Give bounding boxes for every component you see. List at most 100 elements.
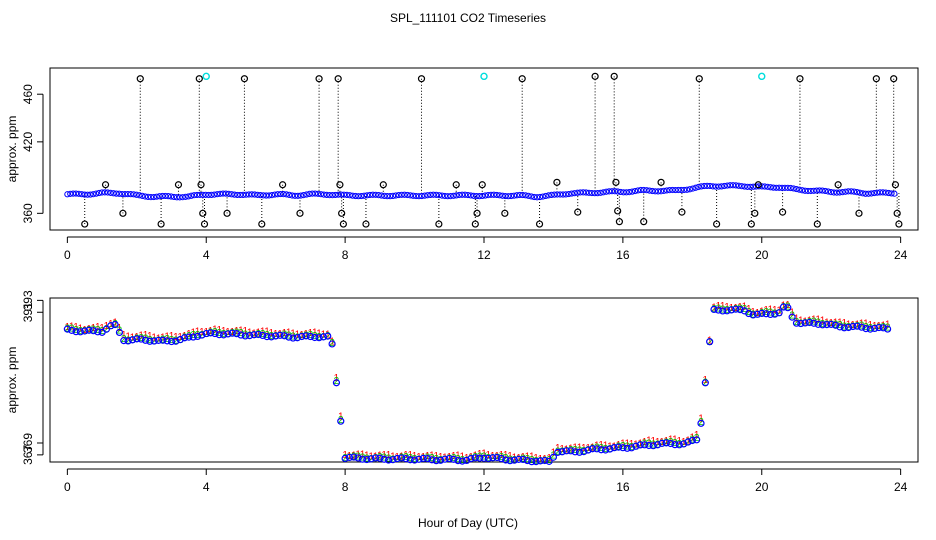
series-2-point: 2 bbox=[438, 455, 444, 466]
baseline-point bbox=[822, 187, 829, 195]
outlier-point bbox=[339, 220, 347, 228]
baseline-point bbox=[335, 191, 342, 198]
series-o-point bbox=[306, 332, 314, 341]
baseline-point bbox=[464, 191, 472, 199]
series-1-point: 1 bbox=[234, 326, 240, 337]
series-1-point: 1 bbox=[820, 316, 826, 327]
series-o-point bbox=[675, 441, 683, 449]
series-o-point bbox=[827, 320, 835, 328]
outlier-point bbox=[81, 220, 89, 228]
series-1-point: 1 bbox=[446, 452, 452, 463]
series-1-point: 1 bbox=[169, 331, 175, 342]
baseline-point bbox=[874, 189, 881, 196]
series-o-point bbox=[463, 456, 471, 464]
series-o-point bbox=[393, 454, 401, 463]
series-1-point: 1 bbox=[568, 444, 574, 455]
baseline-point bbox=[508, 192, 515, 200]
baseline-point bbox=[395, 191, 402, 199]
series-o-point bbox=[623, 444, 631, 452]
series-2-point: 2 bbox=[104, 324, 110, 335]
x-tick-label: 20 bbox=[755, 248, 769, 262]
baseline-point bbox=[649, 187, 656, 195]
series-o-point bbox=[710, 305, 718, 314]
series-o-point bbox=[875, 323, 883, 332]
baseline-point bbox=[856, 189, 863, 196]
series-1-point: 1 bbox=[303, 329, 309, 340]
series-o-point bbox=[272, 332, 280, 340]
series-2-point: 2 bbox=[677, 439, 683, 450]
baseline-point bbox=[801, 187, 809, 194]
series-2-point: 2 bbox=[173, 336, 179, 347]
baseline-point bbox=[418, 192, 425, 200]
series-2-point: 2 bbox=[221, 329, 227, 340]
baseline-point bbox=[410, 192, 417, 199]
baseline-point bbox=[205, 191, 212, 199]
series-2-point: 2 bbox=[854, 321, 860, 332]
outlier-point bbox=[612, 178, 620, 186]
outlier-point bbox=[891, 181, 900, 189]
baseline-point bbox=[142, 193, 149, 200]
baseline-point bbox=[349, 192, 356, 199]
series-2-point: 2 bbox=[572, 445, 578, 456]
baseline-point bbox=[565, 190, 572, 198]
series-1-point: 1 bbox=[759, 307, 765, 318]
series-o-point bbox=[766, 310, 775, 319]
series-o-point bbox=[94, 328, 102, 336]
baseline-point bbox=[758, 183, 765, 190]
baseline-point bbox=[753, 183, 760, 190]
series-o-point bbox=[884, 325, 892, 333]
baseline-point bbox=[355, 193, 362, 200]
series-o-point bbox=[606, 445, 614, 453]
series-o-point bbox=[376, 454, 384, 462]
x-tick-label: 0 bbox=[64, 480, 71, 494]
y-axis-label: approx. ppm bbox=[5, 347, 19, 414]
baseline-point bbox=[482, 192, 489, 199]
baseline-point bbox=[585, 189, 593, 196]
series-o-point bbox=[515, 455, 523, 463]
series-2-point: 2 bbox=[837, 320, 843, 331]
series-2-point: 2 bbox=[225, 329, 231, 340]
series-2-point: 2 bbox=[611, 443, 617, 454]
series-o-point bbox=[406, 456, 414, 464]
baseline-point bbox=[686, 186, 693, 193]
series-2-point: 2 bbox=[69, 324, 75, 335]
outlier-point bbox=[751, 209, 759, 217]
baseline-point bbox=[571, 190, 578, 197]
series-2-point: 2 bbox=[490, 453, 496, 464]
series-2-point: 2 bbox=[264, 330, 270, 341]
series-o-point bbox=[163, 337, 171, 345]
series-2-point: 2 bbox=[577, 446, 583, 457]
baseline-point bbox=[807, 187, 814, 195]
baseline-point bbox=[251, 191, 258, 198]
baseline-point bbox=[493, 191, 500, 199]
flag-point bbox=[480, 72, 488, 81]
series-1-point: 1 bbox=[824, 317, 830, 328]
series-o-point bbox=[280, 332, 288, 340]
plot-frame bbox=[49, 67, 919, 231]
series-o-point bbox=[215, 331, 223, 339]
series-2-point: 2 bbox=[403, 452, 409, 463]
baseline-point bbox=[430, 191, 437, 198]
series-o-point bbox=[172, 337, 180, 345]
series-o-point bbox=[506, 457, 514, 465]
series-o-point bbox=[410, 456, 419, 464]
series-o-point bbox=[645, 441, 653, 450]
series-o-point bbox=[866, 325, 874, 333]
series-o-point bbox=[523, 456, 532, 465]
series-1-point: 1 bbox=[529, 452, 535, 463]
baseline-point bbox=[170, 193, 178, 201]
series-o-point bbox=[528, 458, 536, 466]
series-o-point bbox=[233, 330, 241, 338]
series-1-point: 1 bbox=[707, 335, 713, 346]
x-tick-label: 4 bbox=[203, 248, 210, 262]
baseline-point bbox=[291, 192, 299, 199]
series-1-point: 1 bbox=[282, 328, 288, 339]
baseline-point bbox=[438, 192, 446, 199]
plot-frame bbox=[49, 297, 919, 463]
series-o-point bbox=[562, 447, 571, 455]
series-o-point bbox=[801, 319, 809, 327]
series-2-point: 2 bbox=[529, 455, 535, 466]
baseline-point bbox=[643, 187, 650, 194]
series-2-point: 2 bbox=[177, 335, 183, 346]
series-1-point: 1 bbox=[503, 450, 509, 461]
